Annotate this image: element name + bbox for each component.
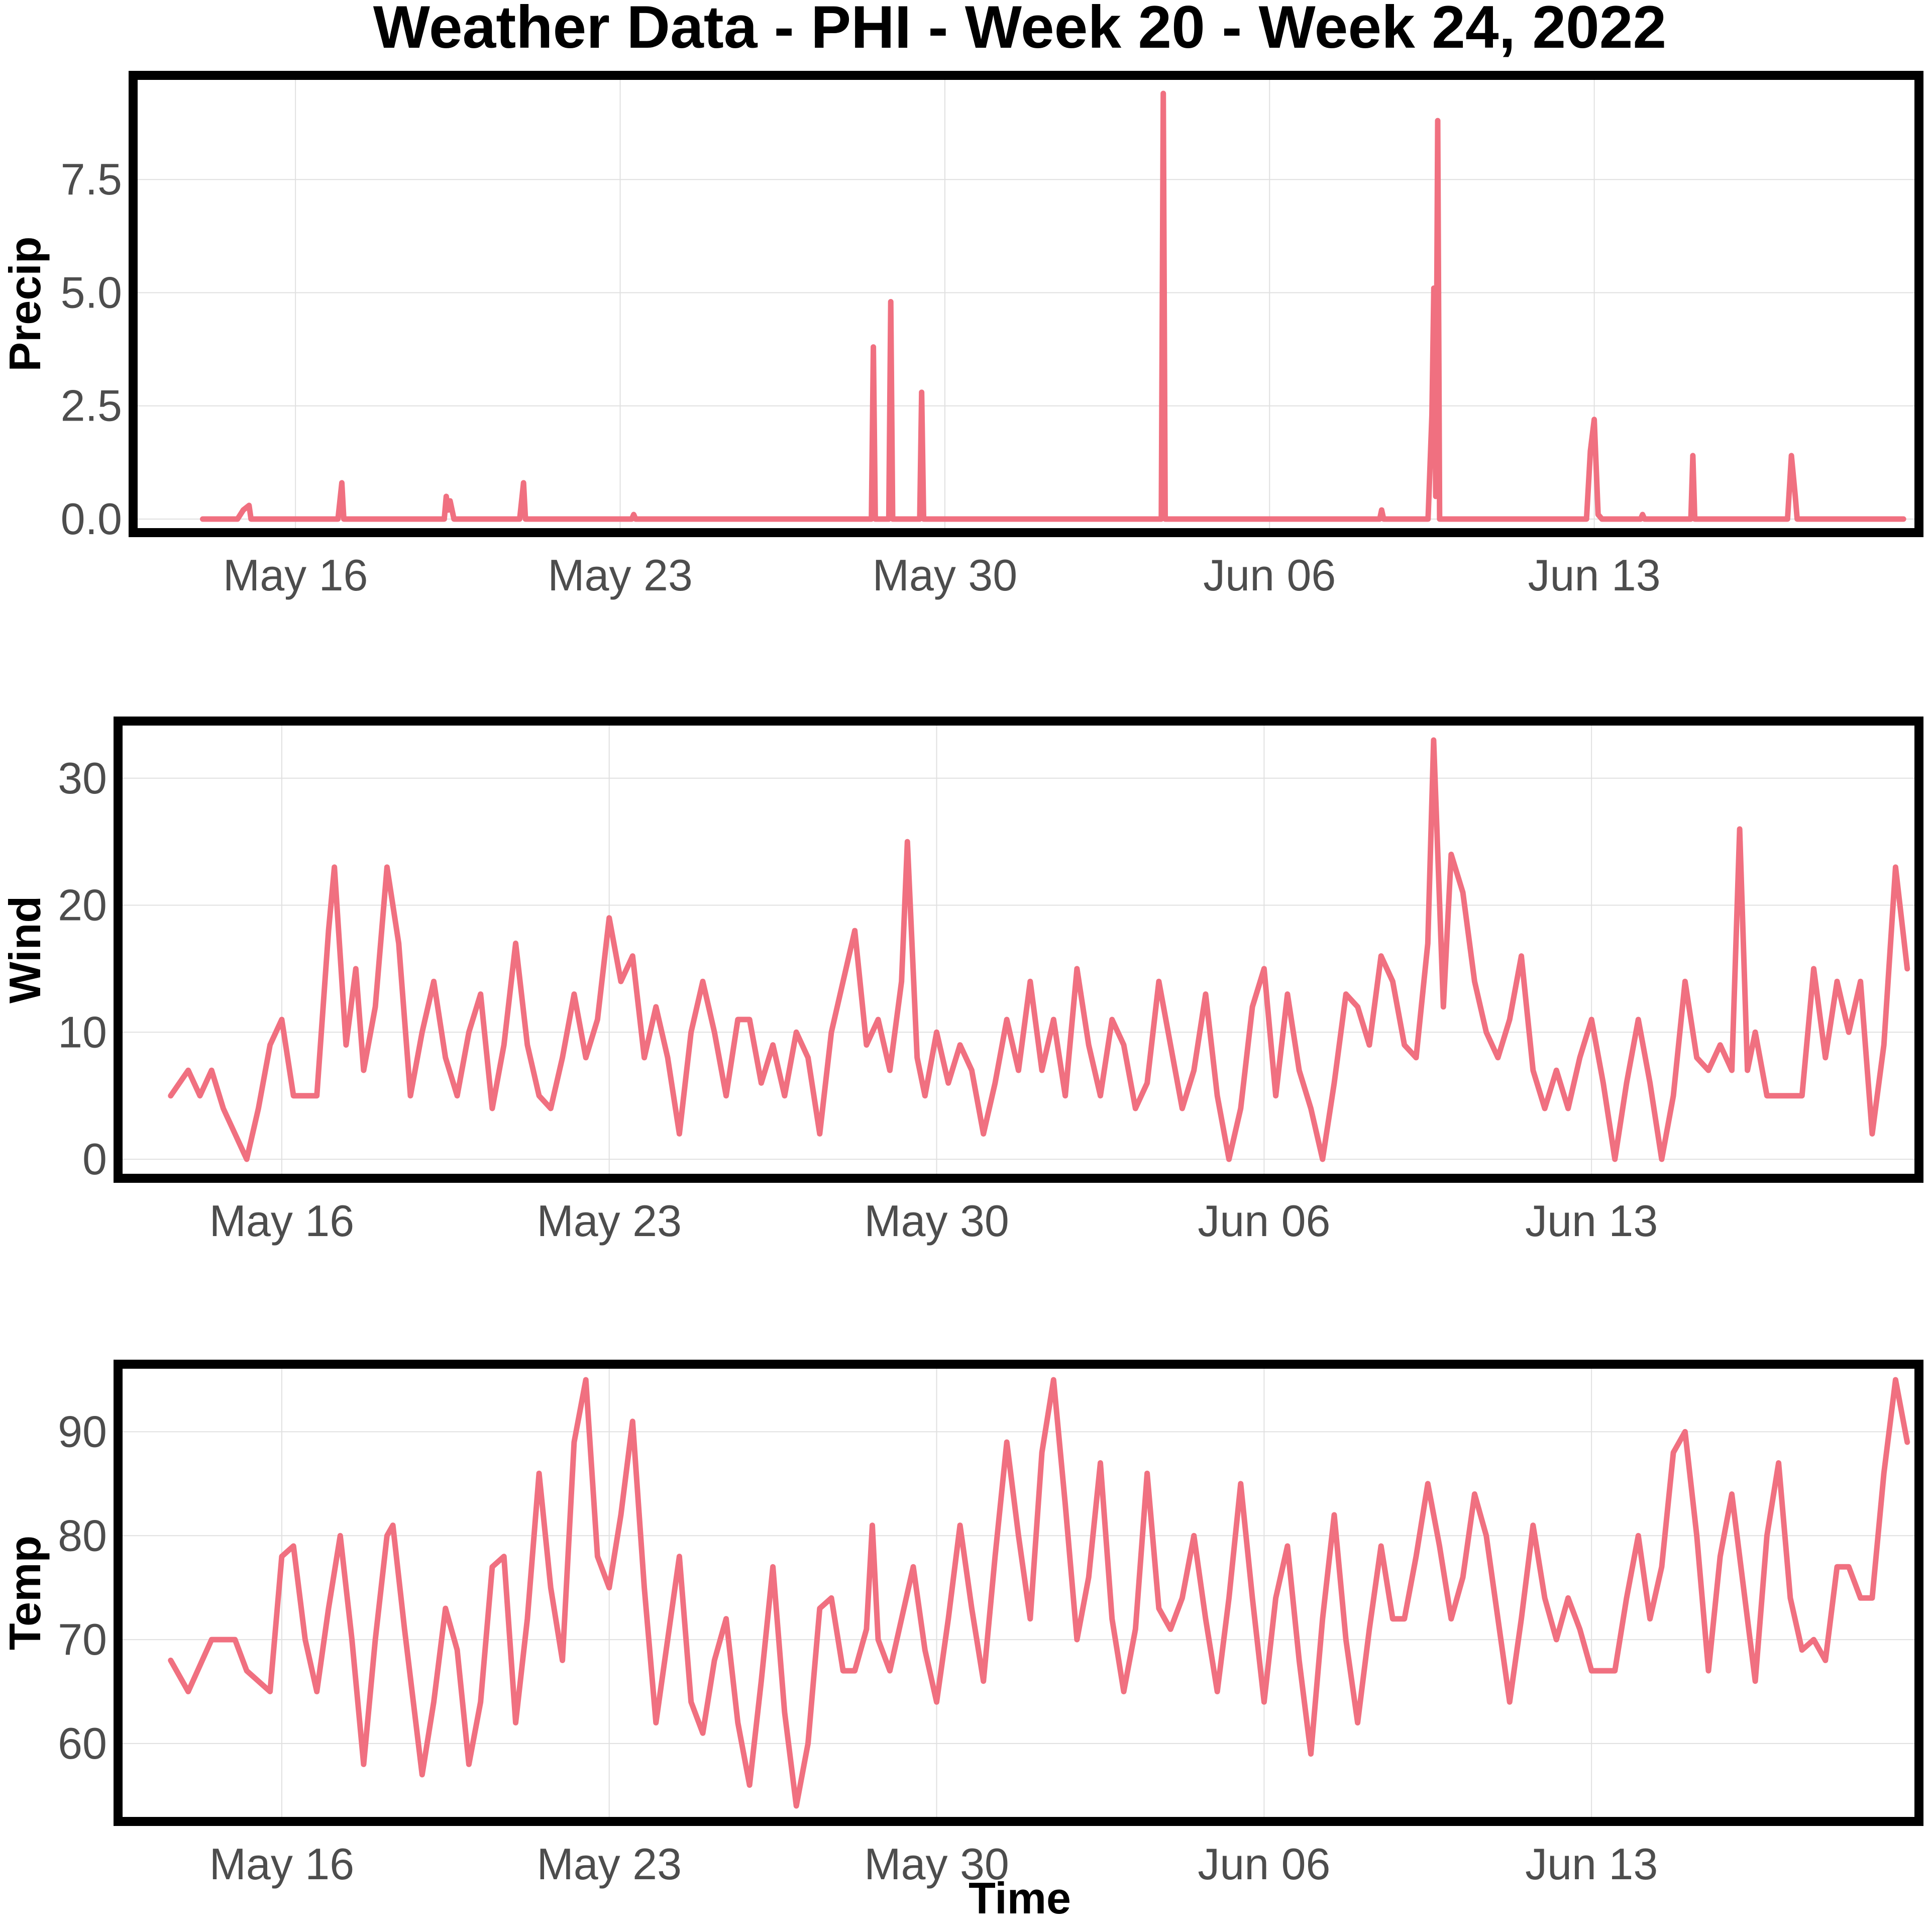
precip-panel: 0.0 2.5 5.0 7.5 May 16 May 23 May 30 Jun 06 Jun …: [0, 71, 1923, 600]
temp-panel: 60 70 80 90 May 16 May 23 May 30 Jun 06 Jun 13 Te…: [0, 1360, 1923, 1889]
temp-x-tick-label: May 23: [537, 1839, 682, 1889]
wind-x-tick-label: Jun 13: [1525, 1196, 1658, 1246]
precip-y-tick-label: 5.0: [61, 267, 122, 317]
precip-series-line: [200, 90, 1906, 522]
precip-y-tick-label: 0.0: [61, 494, 122, 544]
wind-y-tick-label: 30: [58, 753, 107, 803]
precip-x-tick-label: Jun 13: [1528, 550, 1661, 600]
temp-y-axis-title: Temp: [0, 1536, 50, 1650]
precip-x-tick-label: May 23: [548, 550, 693, 600]
precip-y-tick-label: 7.5: [61, 154, 122, 204]
panels-layer: 0.0 2.5 5.0 7.5 May 16 May 23 May 30 Jun 06 Jun …: [0, 71, 1923, 1889]
precip-x-tick-label: Jun 06: [1203, 550, 1336, 600]
temp-series-line: [168, 1377, 1910, 1809]
precip-x-tick-label: May 16: [223, 550, 368, 600]
wind-y-tick-label: 0: [82, 1134, 107, 1184]
temp-x-tick-label: Jun 06: [1198, 1839, 1330, 1889]
precip-panel-frame: [129, 71, 1923, 537]
wind-y-axis-title: Wind: [0, 896, 50, 1003]
temp-y-tick-label: 70: [58, 1614, 107, 1664]
wind-x-tick-label: Jun 06: [1198, 1196, 1330, 1246]
temp-x-tick-label: May 30: [864, 1839, 1009, 1889]
wind-panel: 0 10 20 30 May 16 May 23 May 30 Jun 06 Jun 13 Win…: [0, 717, 1923, 1246]
wind-x-tick-label: May 16: [209, 1196, 355, 1246]
temp-x-tick-label: May 16: [209, 1839, 355, 1889]
precip-x-tick-label: May 30: [873, 550, 1018, 600]
precip-y-tick-label: 2.5: [61, 381, 122, 431]
wind-y-tick-label: 20: [58, 880, 107, 930]
wind-y-tick-label: 10: [58, 1007, 107, 1057]
wind-x-tick-label: May 23: [537, 1196, 682, 1246]
wind-series-line: [168, 737, 1910, 1162]
x-axis-title: Time: [969, 1873, 1071, 1923]
chart-title: Weather Data - PHI - Week 20 - Week 24, …: [373, 0, 1667, 61]
temp-panel-frame: [114, 1360, 1923, 1826]
temp-y-tick-label: 80: [58, 1510, 107, 1560]
wind-x-tick-label: May 30: [864, 1196, 1009, 1246]
wind-panel-frame: [114, 717, 1923, 1183]
temp-y-tick-label: 60: [58, 1718, 107, 1768]
precip-y-axis-title: Precip: [0, 236, 50, 371]
temp-x-tick-label: Jun 13: [1525, 1839, 1658, 1889]
temp-y-tick-label: 90: [58, 1406, 107, 1456]
